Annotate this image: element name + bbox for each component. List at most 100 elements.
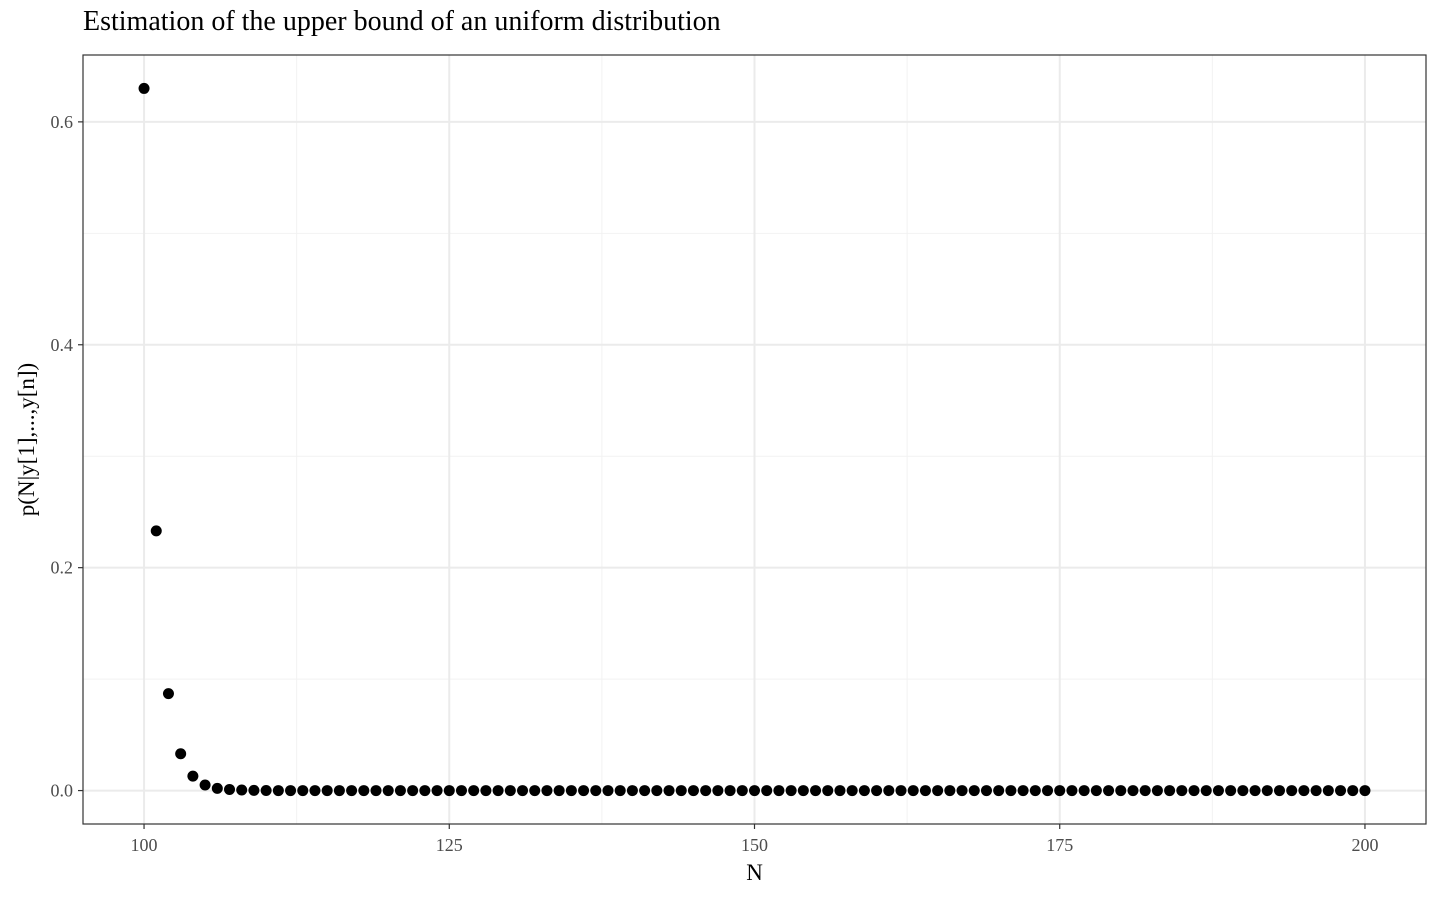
data-point: [1054, 785, 1066, 797]
data-point: [663, 785, 675, 797]
data-point: [468, 785, 480, 797]
data-point: [651, 785, 663, 797]
data-point: [1017, 785, 1029, 797]
data-point: [1249, 785, 1261, 797]
data-point: [480, 785, 492, 797]
data-point: [932, 785, 944, 797]
data-point: [749, 785, 760, 797]
data-points: [138, 82, 1371, 797]
y-tick-label: 0.2: [51, 558, 74, 578]
data-point: [675, 785, 687, 797]
data-point: [1237, 785, 1249, 797]
x-tick-label: 100: [131, 835, 158, 855]
x-axis-title: N: [746, 860, 763, 885]
data-point: [810, 785, 822, 797]
y-axis-title: p(N|y[1],...,y[n]): [14, 363, 39, 516]
data-point: [248, 784, 260, 796]
data-point: [407, 785, 419, 797]
data-point: [517, 785, 529, 797]
data-point: [431, 785, 443, 797]
data-point: [1359, 785, 1371, 797]
data-point: [529, 785, 541, 797]
major-gridlines: [83, 55, 1426, 824]
data-point: [1042, 785, 1054, 797]
data-point: [321, 785, 333, 797]
data-point: [211, 782, 223, 794]
data-point: [993, 785, 1005, 797]
data-point: [1273, 785, 1285, 797]
data-point: [602, 785, 614, 797]
data-point: [455, 785, 467, 797]
data-point: [785, 785, 797, 797]
data-point: [614, 785, 626, 797]
data-point: [968, 785, 980, 797]
data-point: [724, 785, 736, 797]
data-point: [1127, 785, 1139, 797]
x-axis-ticks: 100 125 150 175 200: [131, 824, 1378, 855]
data-point: [1115, 785, 1127, 797]
data-point: [1151, 785, 1163, 797]
data-point: [1322, 785, 1334, 797]
data-point: [1164, 785, 1176, 797]
x-tick-label: 175: [1046, 835, 1073, 855]
data-point: [382, 785, 394, 797]
data-point: [834, 785, 846, 797]
x-tick-label: 200: [1351, 835, 1378, 855]
data-point: [871, 785, 883, 797]
data-point: [1225, 785, 1237, 797]
data-point: [822, 785, 834, 797]
data-point: [858, 785, 870, 797]
data-point: [590, 785, 602, 797]
data-point: [773, 785, 785, 797]
data-point: [956, 785, 968, 797]
data-point: [1078, 785, 1090, 797]
data-point: [1005, 785, 1017, 797]
data-point: [175, 748, 187, 760]
data-point: [1029, 785, 1041, 797]
data-point: [1310, 785, 1322, 797]
data-point: [797, 785, 809, 797]
data-point: [1200, 785, 1212, 797]
data-point: [712, 785, 724, 797]
data-point: [162, 688, 174, 700]
data-point: [187, 770, 199, 782]
data-point: [687, 785, 699, 797]
data-point: [1335, 785, 1347, 797]
data-point: [883, 785, 895, 797]
data-point: [1103, 785, 1115, 797]
y-tick-label: 0.4: [51, 335, 74, 355]
data-point: [443, 785, 455, 797]
data-point: [272, 785, 284, 797]
data-point: [1188, 785, 1200, 797]
data-point: [1261, 785, 1273, 797]
data-point: [626, 785, 638, 797]
data-point: [394, 785, 406, 797]
y-axis-ticks: 0.0 0.2 0.4 0.6: [51, 112, 83, 801]
data-point: [700, 785, 712, 797]
data-point: [895, 785, 907, 797]
data-point: [333, 785, 345, 797]
x-tick-label: 125: [436, 835, 463, 855]
x-tick-label: 150: [741, 835, 768, 855]
data-point: [944, 785, 956, 797]
data-point: [1298, 785, 1310, 797]
y-tick-label: 0.0: [51, 781, 74, 801]
data-point: [358, 785, 370, 797]
data-point: [236, 784, 248, 796]
data-point: [260, 784, 272, 796]
data-point: [309, 785, 321, 797]
chart-title: Estimation of the upper bound of an unif…: [83, 6, 721, 37]
data-point: [297, 785, 309, 797]
data-point: [1212, 785, 1224, 797]
data-point: [419, 785, 431, 797]
data-point: [761, 785, 773, 797]
data-point: [370, 785, 382, 797]
data-point: [224, 783, 236, 795]
y-tick-label: 0.6: [51, 112, 74, 132]
data-point: [492, 785, 504, 797]
data-point: [138, 82, 150, 94]
data-point: [346, 785, 358, 797]
data-point: [736, 785, 748, 797]
